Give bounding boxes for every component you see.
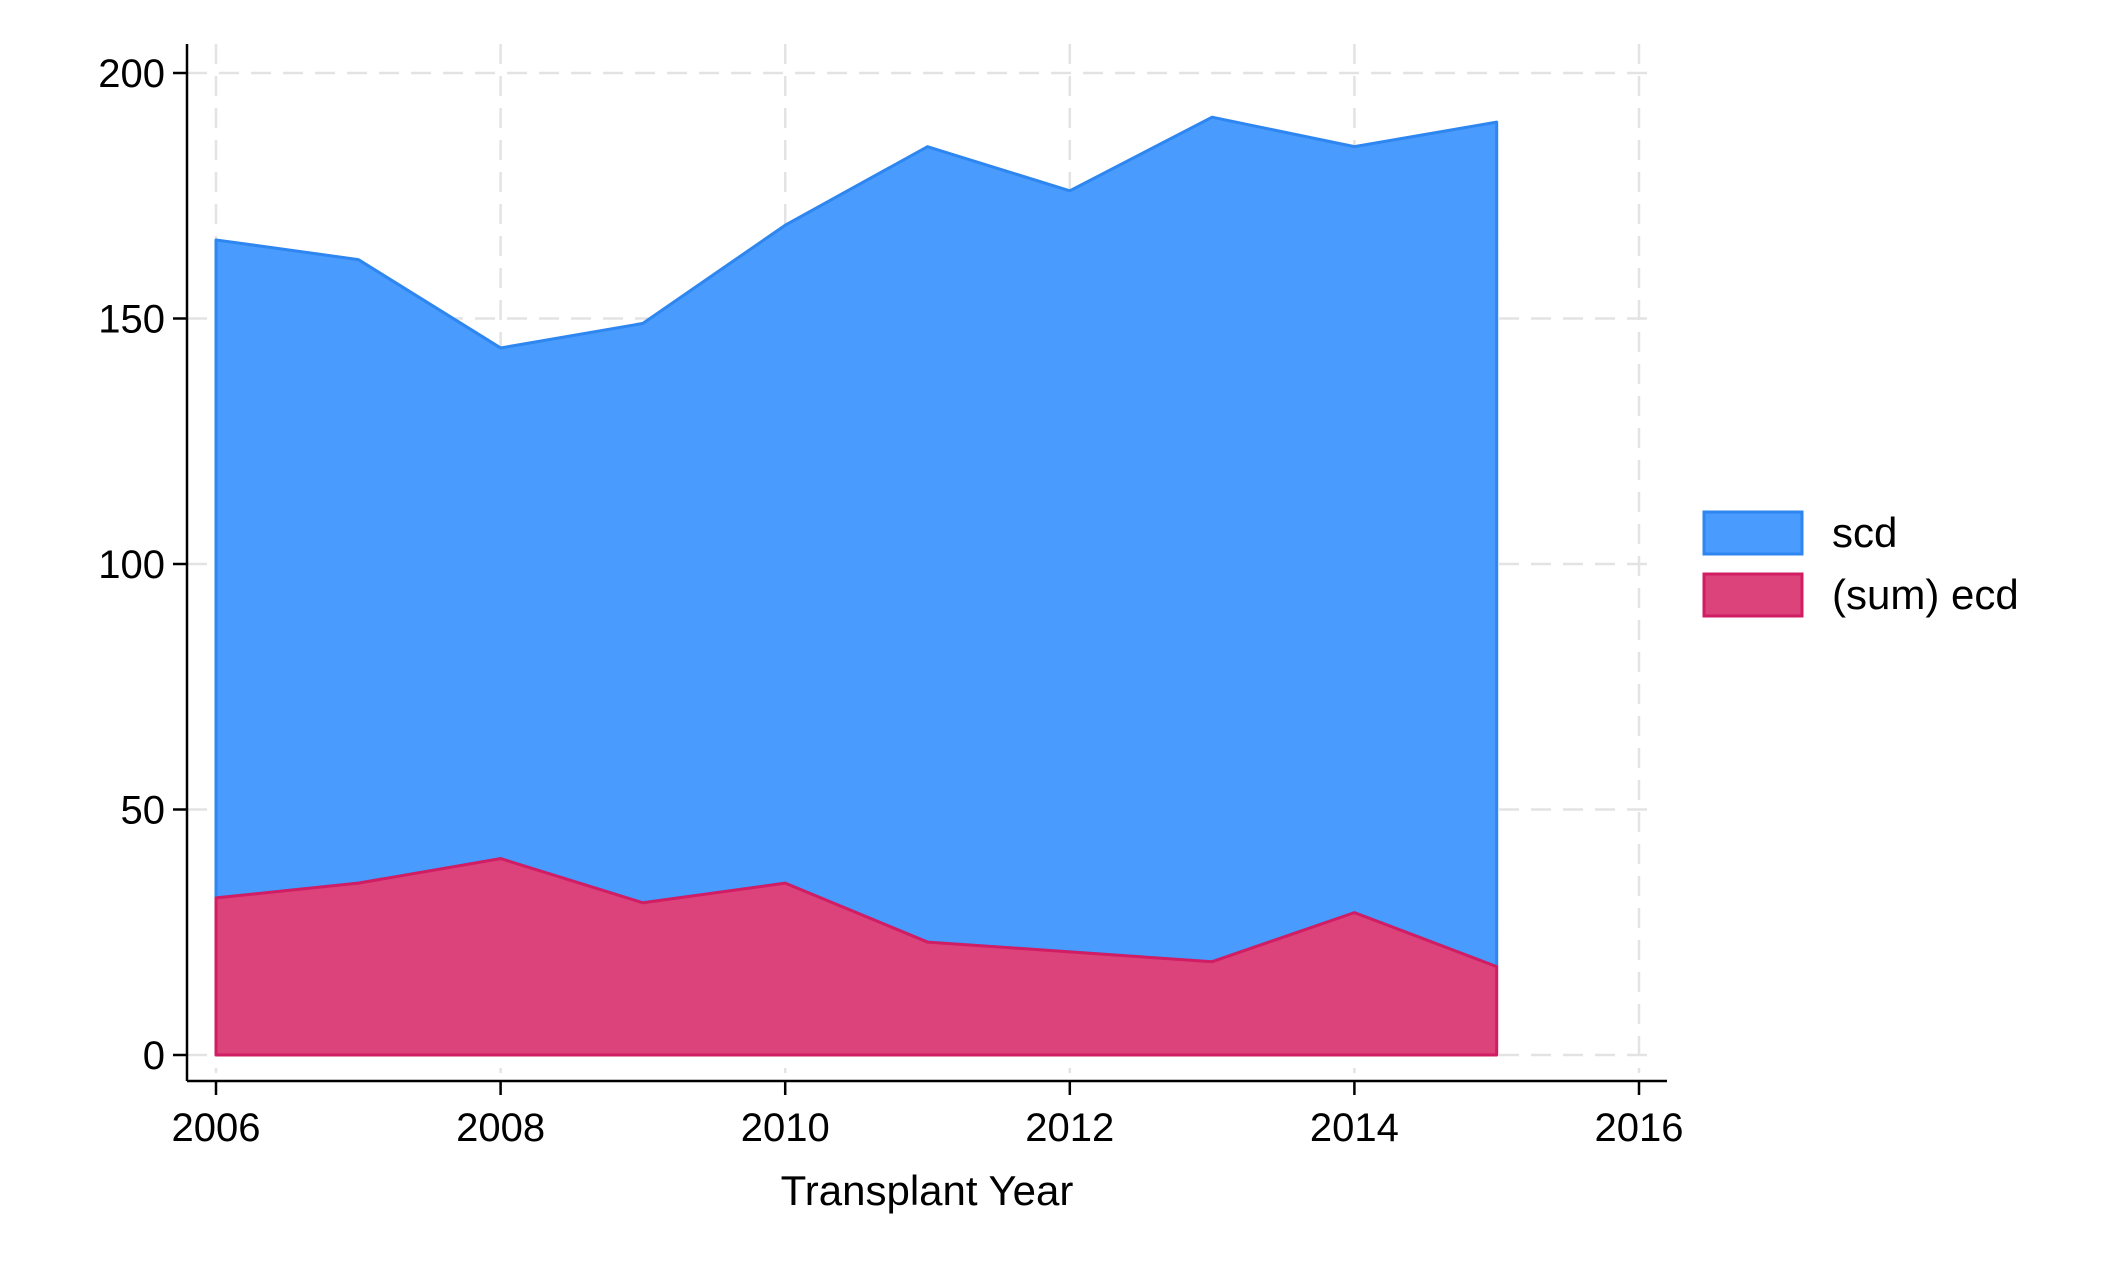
x-tick-label: 2008 (456, 1106, 545, 1150)
x-tick-label: 2014 (1310, 1106, 1399, 1150)
x-axis-title: Transplant Year (781, 1167, 1074, 1214)
legend: scd (sum) ecd (1702, 509, 2019, 618)
y-tick-label: 100 (98, 543, 165, 587)
legend-swatch (1702, 510, 1804, 556)
legend-label: (sum) ecd (1832, 571, 2019, 618)
x-tick-label: 2016 (1595, 1106, 1684, 1150)
y-tick-label: 200 (98, 52, 165, 96)
x-tick-label: 2012 (1025, 1106, 1114, 1150)
area-ecd (214, 857, 1499, 1057)
legend-swatch (1702, 572, 1804, 618)
y-tick-label: 0 (143, 1034, 165, 1078)
y-tick-label: 50 (121, 789, 166, 833)
x-tick-label: 2010 (741, 1106, 830, 1150)
stacked-areas (214, 115, 1499, 1057)
ticks: 0 50 100 150 200 2006 2008 2010 2012 2014 2016 (98, 52, 1683, 1150)
y-tick-label: 150 (98, 298, 165, 342)
legend-label: scd (1832, 509, 1897, 556)
axes (185, 44, 1667, 1083)
area-scd (214, 115, 1499, 969)
x-tick-label: 2006 (172, 1106, 261, 1150)
